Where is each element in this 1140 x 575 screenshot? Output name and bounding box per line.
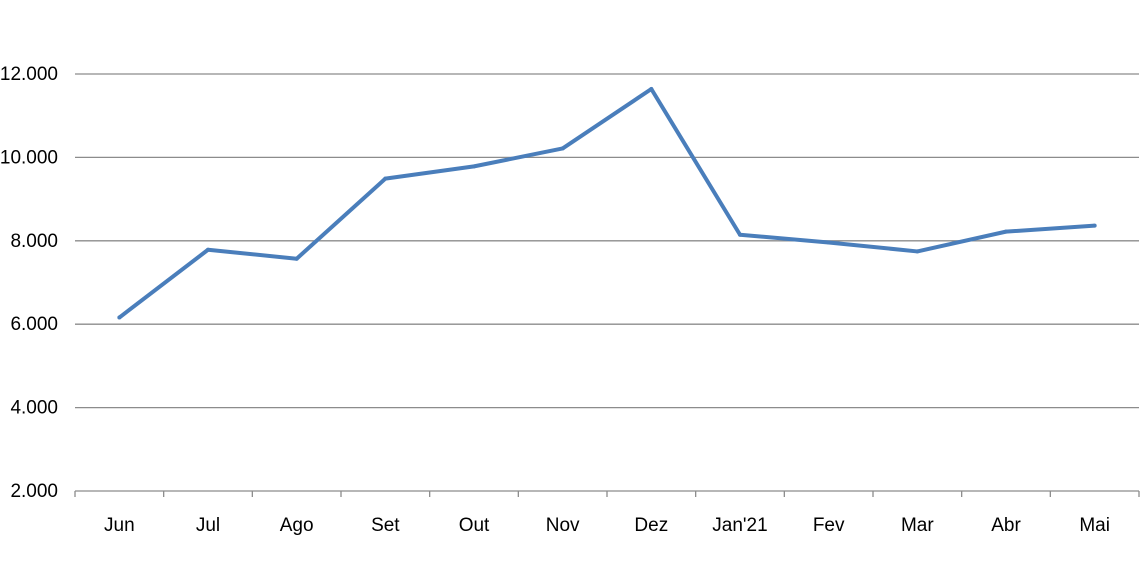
data-point xyxy=(915,249,920,254)
data-point xyxy=(117,315,122,320)
x-tick-label: Out xyxy=(459,515,490,536)
series-line xyxy=(118,87,1095,320)
x-tick-label: Nov xyxy=(546,515,580,536)
y-tick-label: 10.000 xyxy=(0,147,58,168)
x-tick-label: Set xyxy=(371,515,400,536)
y-tick-label: 4.000 xyxy=(10,398,58,419)
x-tick-label: Fev xyxy=(813,515,845,536)
x-tick-label: Mar xyxy=(901,515,934,536)
x-tick-label: Jul xyxy=(196,515,220,536)
x-tick-label: Dez xyxy=(634,515,668,536)
y-tick-label: 12.000 xyxy=(0,64,58,85)
y-tick-label: 6.000 xyxy=(10,314,58,335)
x-tick-label: Ago xyxy=(280,515,314,536)
x-tick-label: Abr xyxy=(991,515,1021,536)
y-tick-label: 2.000 xyxy=(10,481,58,502)
data-point xyxy=(472,164,476,169)
data-point xyxy=(206,247,210,252)
y-tick-label: 8.000 xyxy=(10,231,58,252)
data-point xyxy=(294,256,299,261)
data-point xyxy=(738,232,742,237)
x-tick-label: Jun xyxy=(104,515,135,536)
data-point xyxy=(649,87,654,92)
x-tick-label: Jan'21 xyxy=(712,515,767,536)
data-point xyxy=(560,146,565,151)
x-tick-label: Mai xyxy=(1079,515,1110,536)
data-point xyxy=(383,176,388,181)
data-point xyxy=(1092,223,1097,228)
data-point xyxy=(1004,229,1008,234)
data-point xyxy=(826,240,831,245)
